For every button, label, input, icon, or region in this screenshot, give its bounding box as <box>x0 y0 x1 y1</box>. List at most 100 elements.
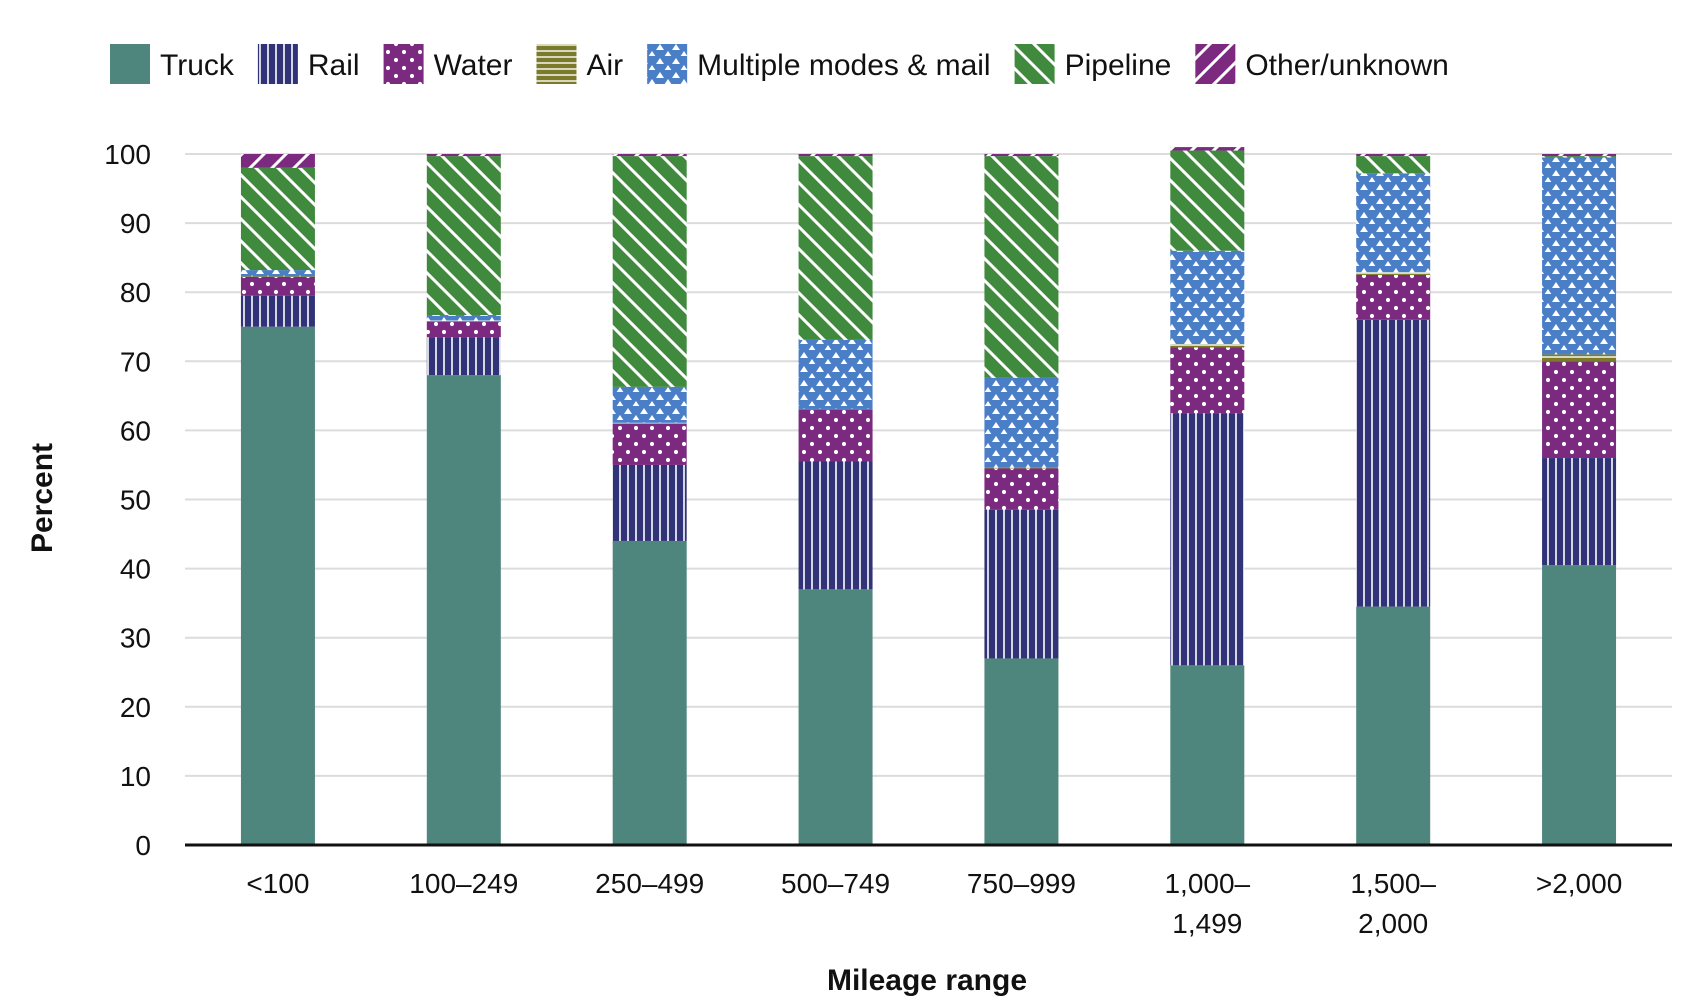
bar-segment-pipeline <box>426 156 501 316</box>
x-tick-label: 1,000– <box>1164 868 1250 899</box>
bar-segment-pipeline <box>240 167 315 271</box>
x-tick-label: 500–749 <box>781 868 890 899</box>
legend-item-rail: Rail <box>257 44 360 84</box>
bar-segment-truck <box>798 589 873 845</box>
bar-segment-multiple-modes-and-mail <box>612 386 687 423</box>
bar-segment-rail <box>1542 458 1617 566</box>
bar-segment-water <box>1170 347 1245 414</box>
legend-swatch <box>383 44 424 84</box>
x-tick-label: 750–999 <box>967 868 1076 899</box>
bar-segment-other-unknown <box>1542 154 1617 157</box>
bar-segment-truck <box>426 375 501 845</box>
bar-segment-truck <box>612 540 687 845</box>
x-tick-label: 100–249 <box>409 868 518 899</box>
bar-group-1-000-1-499 <box>1170 147 1245 845</box>
bar-segment-rail <box>1356 319 1431 607</box>
bar-segment-truck <box>1356 606 1431 845</box>
bar-segment-other-unknown <box>984 154 1059 157</box>
x-tick-label: >2,000 <box>1536 868 1622 899</box>
bar-group-250-499 <box>612 154 687 845</box>
x-tick-label: 250–499 <box>595 868 704 899</box>
bar-segment-other-unknown <box>1356 154 1431 157</box>
y-tick-label: 40 <box>120 554 151 585</box>
bar-segment-air <box>798 408 873 410</box>
bar-segment-water <box>984 468 1059 510</box>
y-tick-label: 90 <box>120 208 151 239</box>
y-tick-label: 10 <box>120 761 151 792</box>
bar-segment-air <box>426 320 501 322</box>
bar-group-750-999 <box>984 154 1059 845</box>
y-tick-label: 100 <box>104 139 151 170</box>
axes: 0 10 20 30 40 50 60 70 80 90 100 <100 100–249 250–499… <box>104 139 1672 939</box>
legend-item-multiple-modes-and-mail: Multiple modes & mail <box>647 44 991 84</box>
bar-group-1-500-2-000 <box>1356 154 1431 845</box>
bar-segment-multiple-modes-and-mail <box>240 270 315 277</box>
bar-segment-multiple-modes-and-mail <box>798 339 873 409</box>
bars <box>240 147 1617 845</box>
y-tick-label: 50 <box>120 485 151 516</box>
bar-segment-truck <box>240 326 315 845</box>
bar-segment-pipeline <box>612 156 687 387</box>
legend: Truck Rail Water Air Multiple modes & mail Pi… <box>110 44 1449 84</box>
y-tick-label: 20 <box>120 692 151 723</box>
bar-segment-rail <box>1170 413 1245 666</box>
bar-segment-multiple-modes-and-mail <box>1542 157 1617 355</box>
bar-group-100 <box>240 154 315 845</box>
legend-item-air: Air <box>536 44 623 84</box>
gridlines <box>185 153 1672 777</box>
bar-segment-other-unknown <box>240 154 315 168</box>
legend-swatch <box>257 44 298 84</box>
bar-segment-rail <box>984 509 1059 659</box>
bar-segment-air <box>612 422 687 424</box>
bar-segment-air <box>1542 354 1617 362</box>
bar-segment-water <box>240 276 315 296</box>
bar-segment-truck <box>1170 665 1245 845</box>
bar-segment-pipeline <box>1542 156 1617 158</box>
legend-item-other-unknown: Other/unknown <box>1195 44 1449 84</box>
y-tick-label: 70 <box>120 346 151 377</box>
bar-segment-pipeline <box>1170 150 1245 251</box>
legend-item-pipeline: Pipeline <box>1014 44 1172 84</box>
bar-segment-multiple-modes-and-mail <box>1356 173 1431 273</box>
bar-segment-truck <box>1542 565 1617 845</box>
bar-segment-rail <box>426 337 501 376</box>
y-tick-label: 0 <box>135 830 151 861</box>
legend-swatch <box>1195 44 1236 84</box>
bar-segment-air <box>240 276 315 277</box>
legend-swatch <box>1014 44 1055 84</box>
bar-segment-air <box>1170 344 1245 348</box>
legend-label: Air <box>586 49 623 82</box>
legend-label: Pipeline <box>1065 49 1172 82</box>
legend-swatch <box>110 44 150 84</box>
bar-segment-rail <box>612 464 687 541</box>
legend-label: Rail <box>308 49 360 82</box>
bar-segment-other-unknown <box>612 154 687 157</box>
bar-segment-water <box>612 423 687 465</box>
bar-segment-multiple-modes-and-mail <box>984 377 1059 468</box>
legend-item-truck: Truck <box>110 44 235 84</box>
y-tick-label: 60 <box>120 415 151 446</box>
bar-segment-multiple-modes-and-mail <box>426 315 501 321</box>
legend-label: Multiple modes & mail <box>697 49 990 82</box>
bar-segment-pipeline <box>1356 156 1431 174</box>
bar-segment-water <box>1356 274 1431 320</box>
x-tick-label: 1,499 <box>1172 908 1242 939</box>
bar-segment-multiple-modes-and-mail <box>1170 250 1245 345</box>
bar-segment-pipeline <box>984 156 1059 378</box>
bar-segment-water <box>798 409 873 462</box>
bar-segment-water <box>1542 361 1617 459</box>
x-tick-label: 1,500– <box>1350 868 1436 899</box>
x-axis-title: Mileage range <box>827 964 1027 997</box>
bar-segment-other-unknown <box>426 154 501 157</box>
bar-segment-water <box>426 321 501 338</box>
y-tick-label: 30 <box>120 623 151 654</box>
y-tick-label: 80 <box>120 277 151 308</box>
bar-segment-other-unknown <box>798 154 873 157</box>
legend-swatch <box>647 44 688 84</box>
bar-group-2-000 <box>1542 154 1617 845</box>
bar-segment-air <box>1356 272 1431 275</box>
legend-label: Other/unknown <box>1245 49 1448 82</box>
legend-item-water: Water <box>383 44 512 84</box>
